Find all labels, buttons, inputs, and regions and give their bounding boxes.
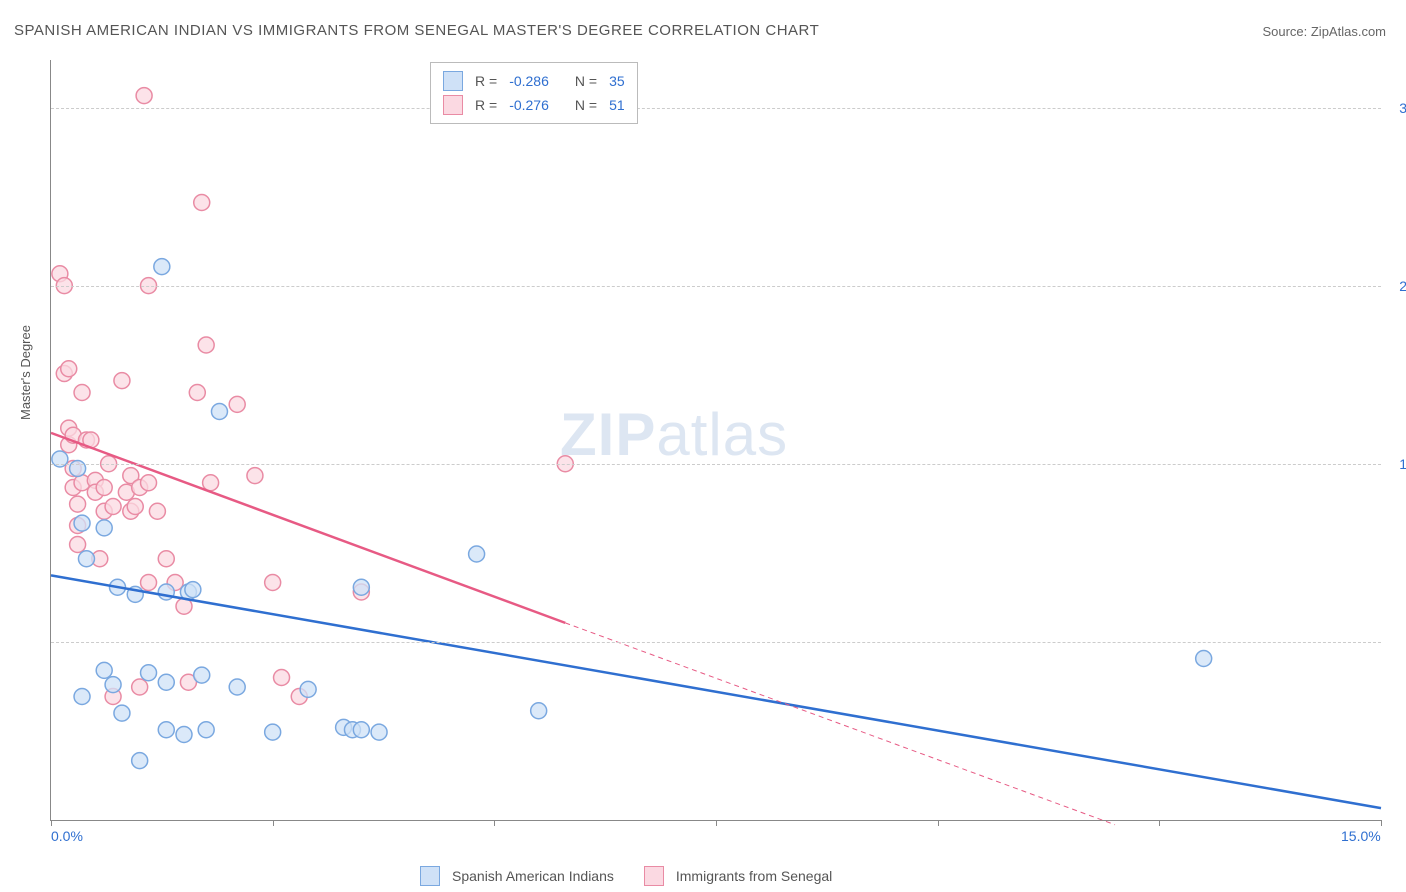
source-label: Source: ZipAtlas.com <box>1262 24 1386 39</box>
gridline <box>51 642 1381 643</box>
scatter-point <box>531 703 547 719</box>
scatter-point <box>194 667 210 683</box>
x-tick <box>494 820 495 826</box>
x-tick <box>273 820 274 826</box>
gridline <box>51 286 1381 287</box>
n-label: N = <box>575 73 597 89</box>
scatter-point <box>229 679 245 695</box>
scatter-point <box>141 575 157 591</box>
scatter-point <box>70 537 86 553</box>
n-label: N = <box>575 97 597 113</box>
trend-line <box>565 623 1115 825</box>
scatter-point <box>247 468 263 484</box>
scatter-point <box>371 724 387 740</box>
scatter-point <box>469 546 485 562</box>
scatter-point <box>274 670 290 686</box>
n-value-blue: 35 <box>609 73 625 89</box>
scatter-point <box>265 724 281 740</box>
scatter-point <box>96 662 112 678</box>
scatter-point <box>176 727 192 743</box>
scatter-point <box>74 515 90 531</box>
scatter-point <box>353 579 369 595</box>
scatter-point <box>78 551 94 567</box>
legend-item-pink: Immigrants from Senegal <box>644 866 832 886</box>
r-label: R = <box>475 97 497 113</box>
trend-line <box>51 575 1381 808</box>
scatter-point <box>141 475 157 491</box>
gridline <box>51 464 1381 465</box>
scatter-point <box>105 499 121 515</box>
n-value-pink: 51 <box>609 97 625 113</box>
r-value-pink: -0.276 <box>509 97 549 113</box>
legend-stats-row-pink: R = -0.276 N = 51 <box>443 93 625 117</box>
legend-series: Spanish American Indians Immigrants from… <box>420 866 832 886</box>
x-tick <box>716 820 717 826</box>
y-tick-label: 22.5% <box>1389 278 1406 294</box>
scatter-point <box>211 404 227 420</box>
x-tick <box>1381 820 1382 826</box>
x-tick-label: 0.0% <box>51 828 83 844</box>
scatter-point <box>132 679 148 695</box>
swatch-blue-icon <box>443 71 463 91</box>
scatter-point <box>105 677 121 693</box>
scatter-point <box>114 705 130 721</box>
y-tick-label: 7.5% <box>1389 634 1406 650</box>
scatter-plot-area: 7.5%15.0%22.5%30.0%0.0%15.0% <box>50 60 1381 821</box>
scatter-point <box>203 475 219 491</box>
scatter-point <box>114 373 130 389</box>
scatter-point <box>127 499 143 515</box>
scatter-point <box>1196 651 1212 667</box>
scatter-point <box>154 259 170 275</box>
scatter-point <box>149 503 165 519</box>
scatter-point <box>70 496 86 512</box>
scatter-point <box>96 520 112 536</box>
swatch-pink-icon <box>443 95 463 115</box>
series-label-pink: Immigrants from Senegal <box>676 868 832 884</box>
legend-item-blue: Spanish American Indians <box>420 866 614 886</box>
scatter-point <box>158 674 174 690</box>
x-tick-label: 15.0% <box>1341 828 1381 844</box>
scatter-point <box>141 665 157 681</box>
y-tick-label: 15.0% <box>1389 456 1406 472</box>
x-tick <box>1159 820 1160 826</box>
scatter-point <box>74 385 90 401</box>
scatter-point <box>185 582 201 598</box>
swatch-pink-icon <box>644 866 664 886</box>
scatter-point <box>198 337 214 353</box>
x-tick <box>938 820 939 826</box>
plot-svg <box>51 60 1381 820</box>
scatter-point <box>194 195 210 211</box>
y-axis-label: Master's Degree <box>18 325 33 420</box>
scatter-point <box>265 575 281 591</box>
gridline <box>51 108 1381 109</box>
legend-stats: R = -0.286 N = 35 R = -0.276 N = 51 <box>430 62 638 124</box>
scatter-point <box>353 722 369 738</box>
scatter-point <box>132 753 148 769</box>
scatter-point <box>189 385 205 401</box>
swatch-blue-icon <box>420 866 440 886</box>
scatter-point <box>74 689 90 705</box>
r-label: R = <box>475 73 497 89</box>
scatter-point <box>61 361 77 377</box>
series-label-blue: Spanish American Indians <box>452 868 614 884</box>
scatter-point <box>300 681 316 697</box>
scatter-point <box>229 396 245 412</box>
chart-title: SPANISH AMERICAN INDIAN VS IMMIGRANTS FR… <box>14 22 819 39</box>
scatter-point <box>96 480 112 496</box>
scatter-point <box>158 551 174 567</box>
scatter-point <box>136 88 152 104</box>
x-tick <box>51 820 52 826</box>
y-tick-label: 30.0% <box>1389 100 1406 116</box>
r-value-blue: -0.286 <box>509 73 549 89</box>
scatter-point <box>158 722 174 738</box>
scatter-point <box>198 722 214 738</box>
legend-stats-row-blue: R = -0.286 N = 35 <box>443 69 625 93</box>
